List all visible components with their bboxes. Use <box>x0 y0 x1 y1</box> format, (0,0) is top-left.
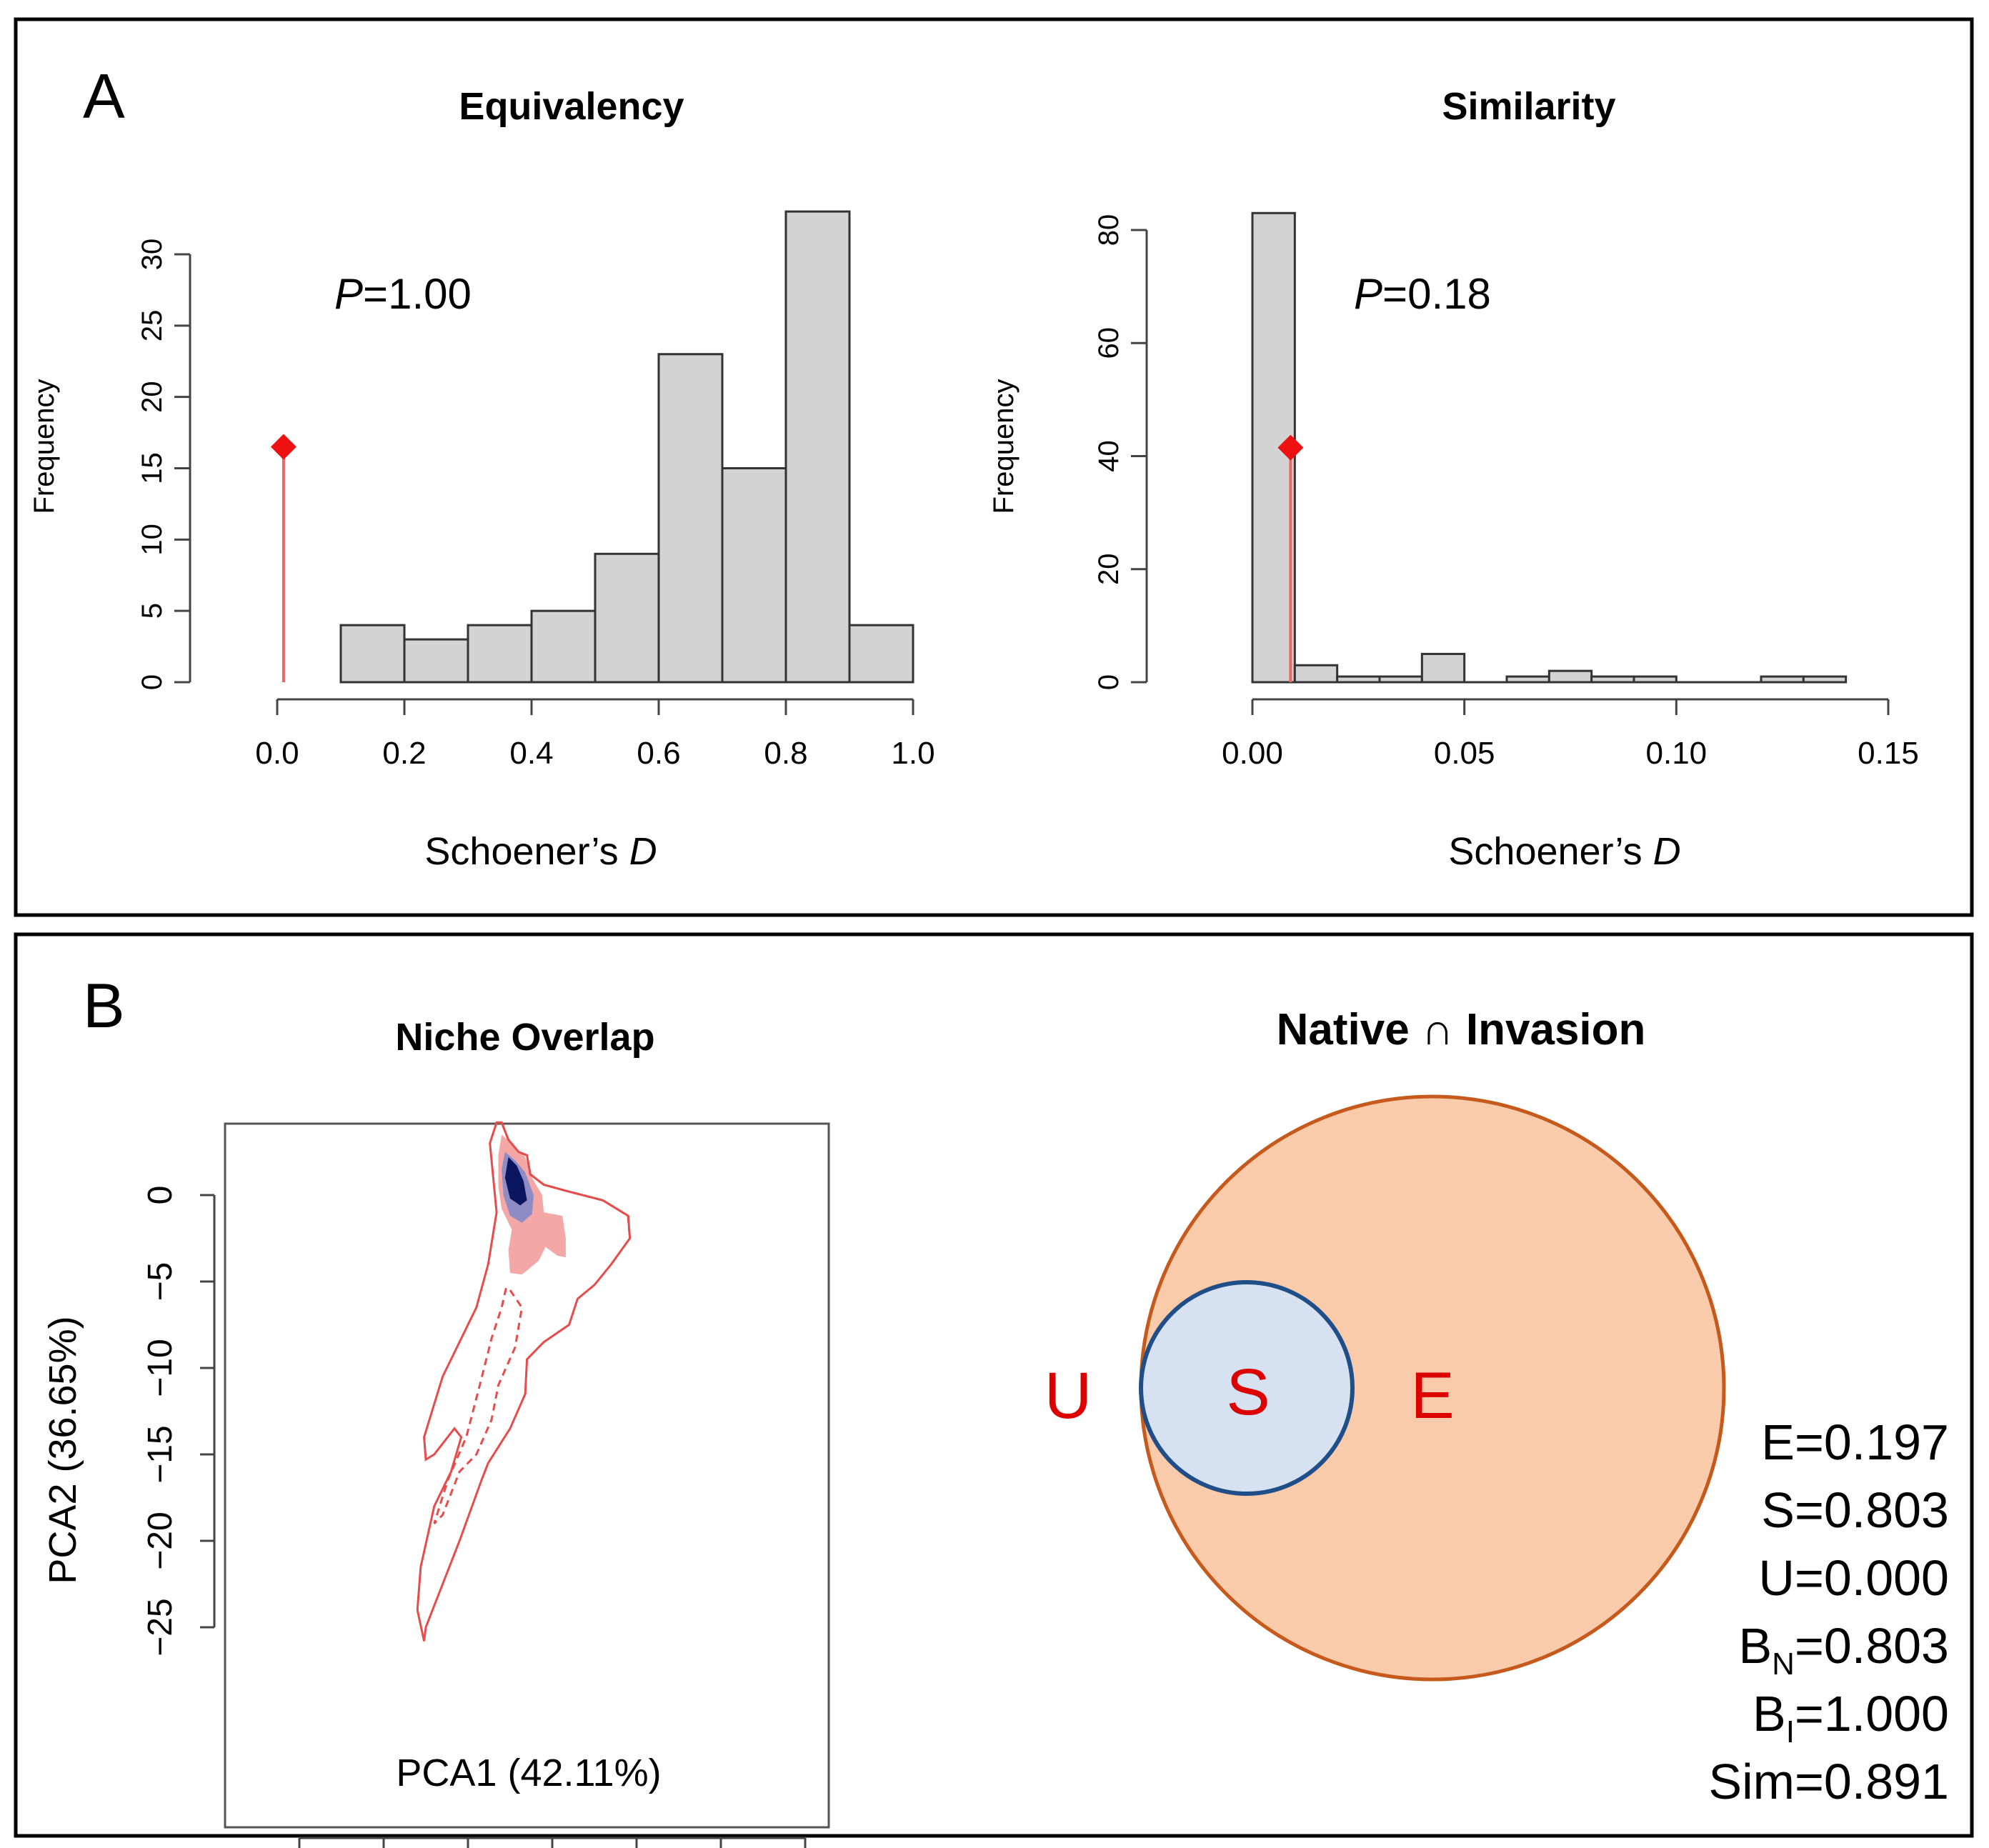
y-tick-label: 5 <box>136 603 168 619</box>
stat-sim: Sim=0.891 <box>1708 1754 1949 1809</box>
x-tick-label: 0.0 <box>255 736 299 771</box>
y-axis-label: Frequency <box>29 379 60 514</box>
stat-u: U=0.000 <box>1758 1550 1949 1606</box>
histogram-bar <box>339 624 406 684</box>
y-tick-label: 40 <box>1093 440 1125 472</box>
panel-a-frame <box>14 17 1974 917</box>
x-tick-label: 0.2 <box>382 736 426 771</box>
x-tick-label: 0.6 <box>637 736 680 771</box>
panel-a: A Equivalency Frequency P=1.00 Schoener’… <box>14 17 1974 917</box>
venn-diagram: Native ∩ Invasion U S E E=0.197 S=0.803 U=… <box>1045 1005 1949 1809</box>
x-tick-label: 1.0 <box>891 736 934 771</box>
stat-s: S=0.803 <box>1761 1482 1949 1538</box>
y-tick-label: −25 <box>141 1598 179 1656</box>
y-tick-label: 25 <box>136 310 168 342</box>
stat-bi: BI=1.000 <box>1753 1686 1949 1749</box>
unfilling-letter: U <box>1045 1359 1092 1432</box>
histogram-bar <box>467 624 533 684</box>
y-tick-label: 60 <box>1093 327 1125 359</box>
expansion-letter: E <box>1410 1359 1454 1432</box>
y-axis-label: Frequency <box>988 379 1020 514</box>
histogram-bar <box>848 624 914 684</box>
observed-value-marker <box>1277 434 1304 461</box>
histogram-bar <box>721 467 787 684</box>
y-tick-label: 0 <box>141 1186 179 1205</box>
stat-bn: BN=0.803 <box>1738 1618 1949 1682</box>
invasive-dashed-contour <box>500 1122 632 1239</box>
x-axis-label: PCA1 (42.11%) <box>396 1752 661 1794</box>
y-tick-label: −5 <box>141 1262 179 1302</box>
histogram-bar <box>403 638 469 684</box>
histogram-bar <box>530 609 597 684</box>
stability-letter: S <box>1226 1356 1270 1429</box>
x-axis-label: Schoener’s D <box>1448 830 1680 873</box>
histogram-bar <box>784 210 851 684</box>
x-tick-label: 0.15 <box>1858 736 1919 771</box>
stat-e: E=0.197 <box>1761 1414 1949 1470</box>
overlap-statistics: E=0.197 S=0.803 U=0.000 BN=0.803BI=1.000Sim… <box>1708 1414 1949 1809</box>
invasive-inner-contour <box>433 1284 524 1524</box>
native-niche-circle <box>1139 1280 1355 1496</box>
x-axis-label: Schoener’s D <box>424 830 657 873</box>
native-density-core <box>504 1157 527 1206</box>
panel-a-label: A <box>83 61 125 131</box>
y-tick-label: −10 <box>141 1339 179 1397</box>
histogram-bar <box>1420 652 1466 684</box>
y-tick-label: 20 <box>136 381 168 413</box>
y-tick-label: −20 <box>141 1512 179 1569</box>
x-tick-label: 0.10 <box>1646 736 1708 771</box>
panel-b: B Niche Overlap PCA2 (36.65%) −15−10−505… <box>14 932 1974 1848</box>
histogram-bar <box>1547 669 1593 684</box>
histogram-bar <box>657 353 724 684</box>
y-tick-label: 0 <box>136 674 168 690</box>
chart-title: Equivalency <box>459 85 684 128</box>
similarity-histogram: Similarity Frequency P=0.18 Schoener’s D… <box>988 85 1919 873</box>
y-tick-label: 10 <box>136 524 168 556</box>
y-tick-label: 20 <box>1093 554 1125 586</box>
y-axis-label: PCA2 (36.65%) <box>41 1316 84 1584</box>
y-tick-label: 0 <box>1093 674 1125 690</box>
niche-overlap-plot: Niche Overlap PCA2 (36.65%) −15−10−50510… <box>41 1016 830 1848</box>
x-tick-label: 0.05 <box>1434 736 1495 771</box>
histogram-bar <box>1293 664 1339 684</box>
chart-title: Niche Overlap <box>395 1016 654 1059</box>
x-tick-label: 0.4 <box>509 736 553 771</box>
p-value-annotation: P=1.00 <box>334 270 472 318</box>
venn-title: Native ∩ Invasion <box>1277 1005 1646 1054</box>
x-tick-label: 0.00 <box>1222 736 1283 771</box>
x-tick-label: 0.8 <box>764 736 807 771</box>
p-value-annotation: P=0.18 <box>1354 270 1491 318</box>
y-tick-label: 15 <box>136 452 168 484</box>
equivalency-histogram: Equivalency Frequency P=1.00 Schoener’s … <box>29 85 935 873</box>
observed-value-marker <box>270 434 296 460</box>
y-tick-label: 30 <box>136 239 168 271</box>
histogram-bar <box>594 552 660 684</box>
y-tick-label: 80 <box>1093 214 1125 246</box>
y-tick-label: −15 <box>141 1425 179 1483</box>
panel-b-label: B <box>83 970 125 1041</box>
chart-title: Similarity <box>1442 85 1615 128</box>
